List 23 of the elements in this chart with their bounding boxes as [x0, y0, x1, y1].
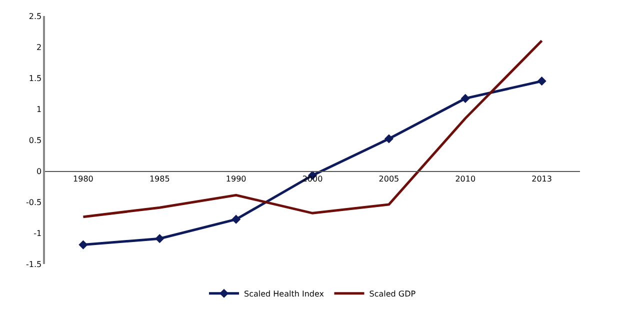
x-tick-label: 2013 [532, 174, 552, 184]
y-tick-label: -0.5 [26, 198, 42, 207]
y-tick-label: -1 [34, 228, 42, 238]
y-tick-label: 1.5 [28, 74, 42, 83]
x-tick-label: 1990 [226, 174, 246, 184]
point [155, 234, 164, 244]
legend-label: Scaled GDP [369, 290, 416, 298]
y-tick-label: 2 [36, 42, 42, 52]
x-tick-label: 2010 [455, 174, 476, 184]
x-tick-label: 1985 [149, 174, 170, 184]
legend-label: Scaled Health Index [244, 290, 324, 298]
y-tick-label: 2.5 [28, 12, 42, 21]
y-tick-label: 0 [36, 166, 42, 176]
y-tick-label: 1 [36, 104, 42, 114]
y-tick-label: 0.5 [28, 136, 42, 145]
point [384, 134, 394, 144]
x-tick-label: 1980 [73, 174, 94, 184]
y-tick-label: -1.5 [26, 260, 42, 269]
point [537, 76, 546, 86]
point [460, 94, 470, 104]
point [78, 240, 88, 250]
x-tick-label: 2005 [378, 174, 400, 184]
point [232, 214, 241, 224]
